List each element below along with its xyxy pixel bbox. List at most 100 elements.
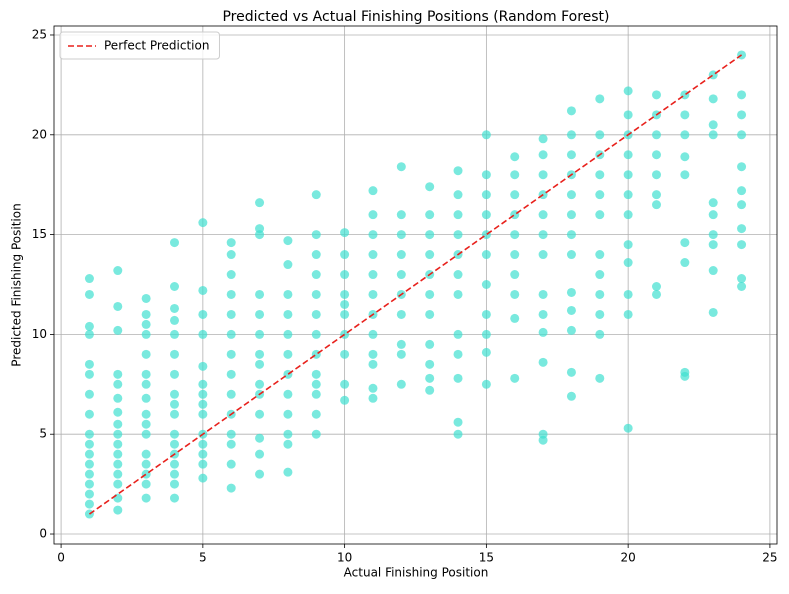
point: [425, 385, 435, 395]
point: [84, 409, 94, 419]
point: [481, 170, 491, 180]
point: [538, 357, 548, 367]
point: [481, 130, 491, 140]
point: [368, 329, 378, 339]
point: [198, 329, 208, 339]
point: [283, 439, 293, 449]
point: [141, 459, 151, 469]
point: [113, 505, 123, 515]
y-axis-label: Predicted Finishing Position: [10, 203, 24, 366]
point: [510, 270, 520, 280]
point: [481, 347, 491, 357]
point: [226, 289, 236, 299]
point: [141, 369, 151, 379]
point: [510, 289, 520, 299]
point: [652, 190, 661, 200]
point: [566, 325, 576, 335]
point: [737, 110, 747, 120]
point: [566, 230, 576, 240]
point: [311, 389, 321, 399]
point: [680, 130, 690, 140]
point: [283, 389, 293, 399]
point: [170, 281, 179, 291]
point: [113, 439, 123, 449]
point: [538, 210, 548, 220]
y-tick-label: 15: [32, 227, 47, 241]
point: [198, 389, 208, 399]
point: [396, 250, 406, 260]
point: [226, 483, 236, 493]
point: [453, 289, 463, 299]
point: [198, 309, 208, 319]
point: [84, 321, 94, 331]
y-tick-label: 25: [32, 27, 47, 41]
point: [368, 186, 378, 196]
point: [141, 479, 151, 489]
point: [84, 274, 94, 284]
point: [708, 210, 718, 220]
point: [311, 379, 321, 389]
x-axis-label: Actual Finishing Position: [344, 566, 489, 580]
point: [595, 329, 605, 339]
point: [368, 230, 378, 240]
point: [141, 349, 151, 359]
y-tick-label: 10: [32, 327, 47, 341]
point: [170, 315, 179, 325]
point: [566, 391, 576, 401]
point: [623, 110, 633, 120]
point: [84, 469, 94, 479]
point: [84, 429, 94, 439]
point: [84, 369, 94, 379]
point: [425, 210, 435, 220]
point: [198, 449, 208, 459]
legend-label: Perfect Prediction: [104, 39, 209, 53]
point: [510, 152, 520, 162]
point: [566, 367, 576, 377]
point: [396, 379, 406, 389]
point: [396, 339, 406, 349]
point: [84, 499, 94, 509]
point: [368, 359, 378, 369]
point: [198, 285, 208, 295]
point: [226, 429, 236, 439]
point: [113, 369, 123, 379]
x-tick-label: 0: [57, 551, 65, 565]
point: [255, 409, 265, 419]
point: [680, 170, 690, 180]
point: [170, 349, 179, 359]
point: [595, 94, 605, 104]
point: [595, 250, 605, 260]
point: [368, 210, 378, 220]
point: [623, 86, 633, 96]
point: [652, 170, 661, 180]
point: [623, 423, 633, 433]
point: [113, 379, 123, 389]
point: [311, 270, 321, 280]
point: [737, 200, 747, 210]
point: [255, 349, 265, 359]
point: [113, 459, 123, 469]
point: [538, 134, 548, 144]
point: [84, 289, 94, 299]
point: [481, 280, 491, 290]
point: [623, 258, 633, 268]
point: [510, 373, 520, 383]
point: [141, 393, 151, 403]
point: [396, 162, 406, 172]
point: [538, 309, 548, 319]
point: [453, 190, 463, 200]
point: [226, 369, 236, 379]
point: [566, 210, 576, 220]
point: [340, 289, 350, 299]
point: [481, 309, 491, 319]
point: [198, 361, 208, 371]
point: [311, 369, 321, 379]
point: [623, 170, 633, 180]
point: [708, 198, 718, 208]
point: [170, 479, 179, 489]
point: [481, 379, 491, 389]
point: [113, 393, 123, 403]
point: [708, 266, 718, 276]
point: [84, 489, 94, 499]
point: [340, 299, 350, 309]
